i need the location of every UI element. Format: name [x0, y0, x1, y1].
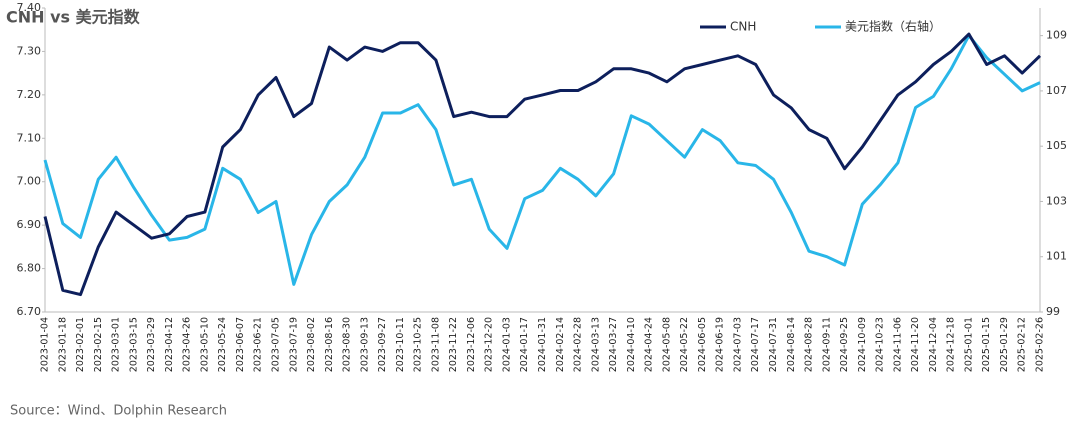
y-tick-label: 7.10	[17, 131, 42, 144]
x-tick-label: 2023-01-04	[40, 317, 51, 372]
x-tick-label: 2024-12-04	[928, 317, 939, 372]
x-tick-label: 2023-08-16	[324, 317, 335, 372]
series-line	[43, 34, 1041, 286]
x-tick-label: 2023-08-02	[306, 317, 317, 372]
x-tick-label: 2025-01-01	[963, 317, 974, 372]
x-tick-label: 2025-01-15	[981, 317, 992, 372]
x-tick-label: 2023-02-01	[75, 317, 86, 372]
x-tick-label: 2023-03-15	[128, 317, 139, 372]
y2-tick-label: 103	[1046, 194, 1067, 207]
y-tick-label: 7.40	[17, 1, 42, 14]
x-tick-label: 2023-10-11	[395, 317, 406, 372]
y-tick-label: 7.30	[17, 44, 42, 57]
y2-tick-label: 109	[1046, 29, 1067, 42]
x-tick-label: 2023-05-24	[217, 317, 228, 372]
x-tick-label: 2023-09-27	[377, 317, 388, 372]
x-tick-label: 2024-03-27	[608, 317, 619, 372]
x-tick-label: 2024-07-17	[750, 317, 761, 372]
y-tick-label: 7.00	[17, 175, 42, 188]
x-tick-label: 2025-01-29	[999, 317, 1010, 372]
x-tick-label: 2023-05-10	[199, 317, 210, 372]
x-tick-label: 2024-05-08	[661, 317, 672, 372]
source: Source：Wind、Dolphin Research	[10, 404, 227, 419]
y2-tick-label: 105	[1046, 139, 1067, 152]
x-tick-label: 2024-06-19	[715, 317, 726, 372]
y-tick-label: 6.90	[17, 218, 42, 231]
x-tick-label: 2023-08-30	[342, 317, 353, 372]
x-tick-label: 2025-02-12	[1017, 317, 1028, 372]
chart-title: CNH vs 美元指数	[6, 8, 141, 27]
y-tick-label: 6.70	[17, 305, 42, 318]
x-tick-label: 2023-11-08	[430, 317, 441, 372]
y-tick-label: 6.80	[17, 262, 42, 275]
x-tick-label: 2024-09-25	[839, 317, 850, 372]
x-tick-label: 2024-06-05	[697, 317, 708, 372]
y2-tick-label: 99	[1046, 305, 1060, 318]
x-tick-label: 2025-02-26	[1035, 317, 1046, 372]
x-tick-label: 2024-08-14	[786, 317, 797, 372]
x-tick-label: 2024-01-17	[519, 317, 530, 372]
x-tick-label: 2023-01-18	[57, 317, 68, 372]
x-tick-label: 2024-07-31	[768, 317, 779, 372]
x-tick-label: 2024-01-03	[501, 317, 512, 372]
y-tick-label: 7.20	[17, 88, 42, 101]
series-line	[43, 32, 1042, 297]
x-tick-label: 2024-04-10	[626, 317, 637, 372]
x-tick-label: 2023-04-26	[182, 317, 193, 372]
x-tick-label: 2023-06-21	[253, 317, 264, 372]
x-tick-label: 2024-11-20	[910, 317, 921, 372]
x-tick-label: 2023-03-01	[111, 317, 122, 372]
y2-tick-label: 101	[1046, 250, 1067, 263]
x-tick-label: 2024-01-31	[537, 317, 548, 372]
x-tick-label: 2024-10-23	[875, 317, 886, 372]
x-tick-label: 2024-12-18	[946, 317, 957, 372]
x-tick-label: 2023-02-15	[93, 317, 104, 372]
x-tick-label: 2023-03-29	[146, 317, 157, 372]
x-tick-label: 2023-04-12	[164, 317, 175, 372]
x-tick-label: 2024-02-14	[555, 317, 566, 372]
x-tick-label: 2024-04-24	[644, 317, 655, 372]
x-tick-label: 2024-11-06	[892, 317, 903, 372]
x-tick-label: 2023-09-13	[359, 317, 370, 372]
y2-tick-label: 107	[1046, 84, 1067, 97]
x-tick-label: 2024-07-03	[732, 317, 743, 372]
x-tick-label: 2023-11-22	[448, 317, 459, 372]
x-tick-label: 2024-08-28	[804, 317, 815, 372]
x-tick-label: 2023-10-25	[413, 317, 424, 372]
x-tick-label: 2024-05-22	[679, 317, 690, 372]
x-tick-label: 2023-07-05	[270, 317, 281, 372]
x-tick-label: 2023-07-19	[288, 317, 299, 372]
x-tick-label: 2023-12-06	[466, 317, 477, 372]
x-tick-label: 2024-09-11	[821, 317, 832, 372]
x-tick-label: 2024-03-13	[590, 317, 601, 372]
x-tick-label: 2023-12-20	[484, 317, 495, 372]
x-tick-label: 2023-06-07	[235, 317, 246, 372]
x-tick-label: 2024-10-09	[857, 317, 868, 372]
x-tick-label: 2024-02-28	[573, 317, 584, 372]
legend-label: 美元指数（右轴）	[845, 19, 941, 34]
legend-label: CNH	[730, 20, 756, 34]
